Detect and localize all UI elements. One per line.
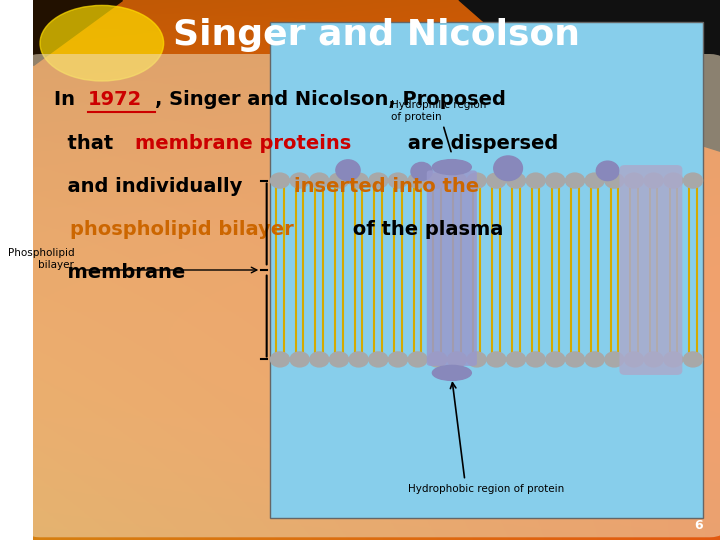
Text: 6: 6 [694, 519, 703, 532]
Circle shape [506, 352, 526, 367]
Circle shape [408, 352, 427, 367]
Circle shape [447, 352, 467, 367]
Text: Singer and Nicolson: Singer and Nicolson [173, 18, 580, 52]
Circle shape [310, 352, 329, 367]
Circle shape [290, 173, 309, 188]
Text: that: that [54, 133, 120, 153]
FancyBboxPatch shape [427, 171, 477, 366]
Circle shape [585, 173, 604, 188]
Circle shape [388, 352, 408, 367]
Circle shape [565, 352, 585, 367]
Text: In: In [54, 90, 81, 110]
Text: phospholipid bilayer: phospholipid bilayer [71, 220, 294, 239]
Text: 1972: 1972 [88, 90, 142, 110]
Circle shape [271, 173, 289, 188]
Circle shape [408, 173, 427, 188]
Circle shape [467, 173, 486, 188]
Text: and individually: and individually [54, 177, 249, 196]
Text: inserted into the: inserted into the [294, 177, 479, 196]
Text: Hydrophilic region
of protein: Hydrophilic region of protein [391, 100, 487, 152]
Text: are dispersed: are dispersed [401, 133, 559, 153]
Ellipse shape [596, 161, 619, 180]
Circle shape [624, 173, 644, 188]
Circle shape [644, 173, 663, 188]
Circle shape [310, 173, 329, 188]
Circle shape [290, 352, 309, 367]
Circle shape [546, 173, 564, 188]
FancyBboxPatch shape [23, 54, 720, 537]
Ellipse shape [336, 160, 360, 180]
Circle shape [683, 352, 703, 367]
Circle shape [605, 173, 624, 188]
Circle shape [349, 352, 368, 367]
Ellipse shape [494, 156, 523, 180]
Circle shape [644, 352, 663, 367]
Text: membrane: membrane [54, 263, 185, 282]
Circle shape [349, 173, 368, 188]
Circle shape [546, 352, 564, 367]
Text: membrane proteins: membrane proteins [135, 133, 351, 153]
Circle shape [624, 352, 644, 367]
Circle shape [664, 173, 683, 188]
Circle shape [526, 352, 545, 367]
Circle shape [565, 173, 585, 188]
Circle shape [467, 352, 486, 367]
Polygon shape [33, 0, 122, 65]
Circle shape [447, 173, 467, 188]
Ellipse shape [40, 5, 163, 81]
Circle shape [369, 173, 388, 188]
Circle shape [330, 352, 348, 367]
Circle shape [487, 173, 506, 188]
Polygon shape [459, 0, 720, 151]
Circle shape [683, 173, 703, 188]
Ellipse shape [433, 160, 472, 174]
FancyBboxPatch shape [619, 165, 683, 375]
Circle shape [526, 173, 545, 188]
Circle shape [388, 173, 408, 188]
Circle shape [271, 352, 289, 367]
Text: Hydrophobic region of protein: Hydrophobic region of protein [408, 484, 564, 494]
Circle shape [428, 173, 447, 188]
Text: , Singer and Nicolson, Proposed: , Singer and Nicolson, Proposed [155, 90, 505, 110]
Ellipse shape [411, 163, 432, 180]
FancyBboxPatch shape [270, 22, 703, 518]
Circle shape [585, 352, 604, 367]
Circle shape [369, 352, 388, 367]
Circle shape [506, 173, 526, 188]
Text: of the plasma: of the plasma [346, 220, 503, 239]
Circle shape [330, 173, 348, 188]
Circle shape [605, 352, 624, 367]
Ellipse shape [433, 366, 472, 380]
Circle shape [487, 352, 506, 367]
Text: Phospholipid
bilayer: Phospholipid bilayer [8, 248, 74, 270]
Circle shape [664, 352, 683, 367]
Circle shape [428, 352, 447, 367]
